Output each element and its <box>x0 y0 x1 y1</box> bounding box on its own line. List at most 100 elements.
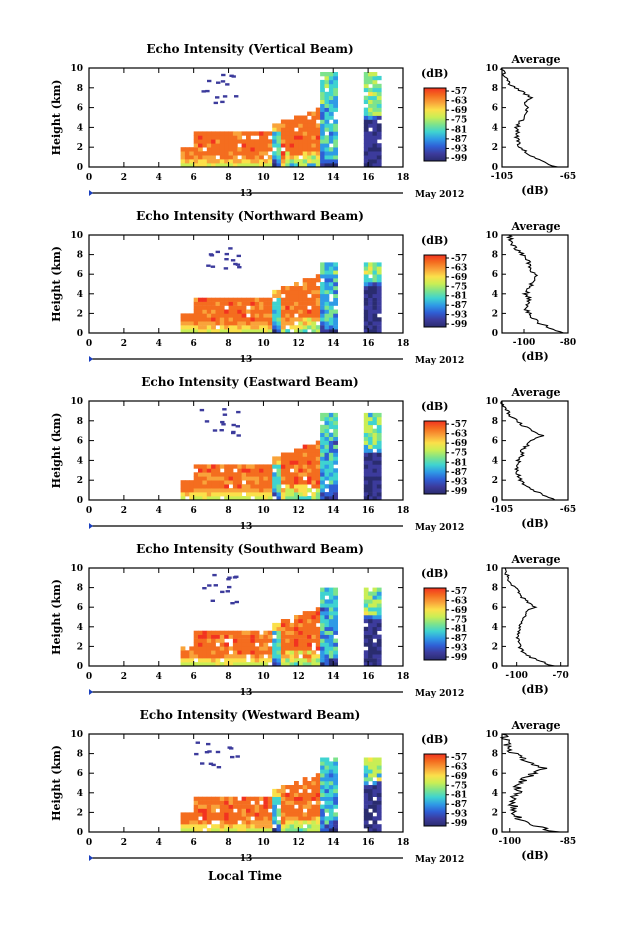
heatmap-cell <box>376 448 382 453</box>
heatmap-cell <box>232 496 238 501</box>
heatmap-cell <box>215 650 221 655</box>
heatmap-cell <box>315 286 321 291</box>
heatmap-cell <box>320 757 325 762</box>
heatmap-cell <box>211 480 216 485</box>
heatmap-cell <box>202 630 208 635</box>
heatmap-cell <box>276 321 282 326</box>
heatmap-cell <box>298 131 304 136</box>
heatmap-cell <box>368 309 373 314</box>
heatmap-cell <box>267 796 273 801</box>
heatmap-cell <box>206 297 212 302</box>
heatmap-cell <box>368 424 373 430</box>
heatmap-cell <box>307 468 312 473</box>
heatmap-cell <box>302 139 308 144</box>
heatmap-cell <box>333 603 338 608</box>
heatmap-cell <box>289 151 295 156</box>
heatmap-cell <box>363 492 369 497</box>
heatmap-cell <box>372 143 378 148</box>
heatmap-cell <box>228 634 234 639</box>
profile-y-tick-label: 8 <box>492 251 498 261</box>
heatmap-cell <box>294 828 299 833</box>
heatmap-cell <box>219 155 225 160</box>
x-tick-label: 4 <box>156 838 162 848</box>
heatmap-cell <box>198 468 203 473</box>
heatmap-cell <box>228 309 234 314</box>
heatmap-cell <box>294 824 299 829</box>
heatmap-cell <box>224 297 229 302</box>
heatmap-cell <box>180 325 186 330</box>
heatmap-cell <box>259 812 264 817</box>
heatmap-cell <box>232 309 238 314</box>
heatmap-cell <box>324 301 330 306</box>
heatmap-cell <box>298 619 304 624</box>
heatmap-cell <box>263 305 269 310</box>
panel-5: Echo Intensity (Westward Beam)0 2 4 6 8 10 12 1… <box>50 708 576 865</box>
heatmap-cell <box>302 456 308 461</box>
heatmap-cell <box>294 143 299 148</box>
heatmap-cell <box>254 646 260 651</box>
heatmap-cell <box>294 812 299 817</box>
heatmap-cell <box>198 135 203 140</box>
heatmap-cell <box>206 650 212 655</box>
heatmap-cell <box>363 781 369 786</box>
heatmap-cell <box>276 317 282 322</box>
heatmap-cell <box>376 464 382 469</box>
heatmap-cell <box>241 804 247 809</box>
heatmap-cell <box>211 658 216 663</box>
heatmap-cell <box>302 305 308 310</box>
profile-y-tick-label: 8 <box>492 750 498 760</box>
heatmap-cell <box>285 143 291 148</box>
heatmap-cell <box>263 143 269 148</box>
heatmap-cell <box>289 139 295 144</box>
x-tick-label: 6 <box>191 173 197 183</box>
heatmap-cell <box>272 325 277 330</box>
heatmap-cell <box>307 812 312 817</box>
heatmap-cell <box>311 286 317 291</box>
heatmap-cell <box>189 480 195 485</box>
heatmap-cell <box>376 492 382 497</box>
heatmap-cell <box>241 301 247 306</box>
x-tick-label: 2 <box>121 838 127 848</box>
colorbar-tick-label: -99 <box>451 154 467 164</box>
heatmap-cell <box>202 820 208 825</box>
heatmap-cell <box>224 800 229 805</box>
heatmap-cell <box>246 151 251 156</box>
heatmap-cell <box>298 630 304 635</box>
heatmap-cell <box>376 642 382 647</box>
heatmap-cell <box>320 305 325 310</box>
heatmap-cell <box>263 630 269 635</box>
heatmap-cell <box>246 329 251 334</box>
heatmap-cell <box>294 785 299 790</box>
heatmap-cell <box>376 476 382 481</box>
heatmap-cell <box>368 619 373 624</box>
heatmap-cell <box>202 151 208 156</box>
heatmap-cell <box>324 313 330 318</box>
heatmap-cell <box>376 460 382 465</box>
heatmap-cell <box>320 646 325 651</box>
heatmap-cell <box>320 147 325 152</box>
profile-x-tick-label: -85 <box>560 837 576 847</box>
heatmap-cell <box>215 143 221 148</box>
heatmap-cell <box>198 321 203 326</box>
heatmap-cell <box>315 777 321 782</box>
heatmap-cell <box>211 464 216 469</box>
heatmap-cell <box>280 646 286 651</box>
heatmap-cell <box>232 325 238 330</box>
heatmap-cell <box>232 297 238 302</box>
heatmap-cell <box>324 115 330 120</box>
heatmap-cell <box>368 452 373 457</box>
heatmap-cell <box>250 634 256 639</box>
heatmap-cell <box>280 658 286 663</box>
heatmap-cell <box>206 472 212 477</box>
heatmap-cell <box>363 321 369 326</box>
heatmap-cell <box>246 309 251 314</box>
heatmap-cell <box>376 83 382 89</box>
heatmap-cell <box>376 488 382 493</box>
heatmap-cell <box>333 131 338 136</box>
heatmap-cell <box>315 824 321 829</box>
heatmap-cell <box>320 460 325 465</box>
heatmap-cell <box>324 650 330 655</box>
heatmap-cell <box>267 646 273 651</box>
heatmap-cell <box>324 816 330 821</box>
